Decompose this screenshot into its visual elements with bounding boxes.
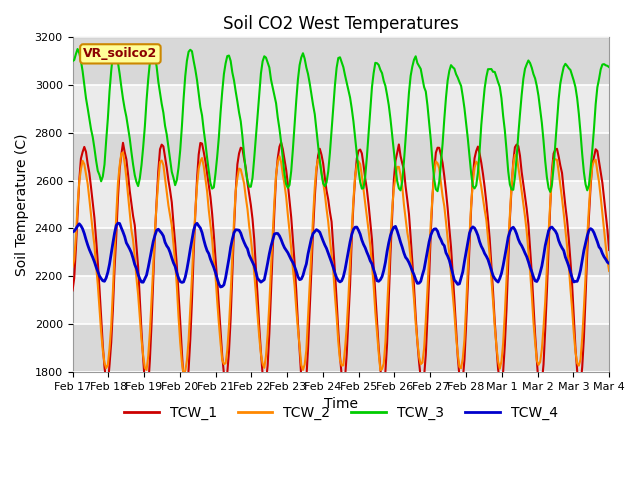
TCW_1 [605, 247, 613, 253]
Line: TCW_3: TCW_3 [72, 49, 609, 192]
Bar [72, 180, 609, 228]
Line: TCW_4: TCW_4 [72, 223, 609, 287]
TCW_4 [68, 229, 76, 235]
TCW_2 [180, 371, 188, 377]
Line: TCW_1: TCW_1 [72, 143, 609, 394]
TCW_3 [605, 64, 613, 70]
TCW_4 [543, 236, 551, 241]
Line: TCW_2: TCW_2 [72, 153, 609, 374]
TCW_3 [456, 79, 463, 85]
TCW_3 [547, 189, 554, 195]
TCW_4 [114, 220, 122, 226]
Bar [72, 276, 609, 324]
TCW_2 [543, 265, 551, 271]
TCW_2 [119, 150, 127, 156]
TCW_4 [217, 284, 225, 290]
TCW_4 [451, 277, 458, 283]
TCW_4 [457, 275, 465, 280]
TCW_3 [348, 106, 356, 111]
Y-axis label: Soil Temperature (C): Soil Temperature (C) [15, 133, 29, 276]
TCW_3 [511, 174, 519, 180]
Bar [72, 37, 609, 85]
TCW_2 [605, 268, 613, 274]
TCW_3 [74, 46, 81, 52]
TCW_1 [277, 140, 285, 145]
TCW_2 [513, 152, 520, 158]
TCW_2 [451, 310, 458, 316]
TCW_2 [68, 264, 76, 270]
Bar [72, 228, 609, 276]
TCW_1 [543, 289, 551, 295]
TCW_4 [605, 261, 613, 266]
TCW_3 [449, 64, 456, 70]
TCW_1 [146, 357, 154, 362]
TCW_1 [299, 391, 307, 396]
TCW_1 [68, 288, 76, 293]
TCW_4 [513, 231, 520, 237]
Title: Soil CO2 West Temperatures: Soil CO2 West Temperatures [223, 15, 459, 33]
X-axis label: Time: Time [324, 397, 358, 411]
TCW_4 [148, 247, 156, 252]
TCW_1 [513, 142, 520, 147]
Legend: TCW_1, TCW_2, TCW_3, TCW_4: TCW_1, TCW_2, TCW_3, TCW_4 [118, 400, 563, 425]
TCW_3 [148, 51, 156, 57]
TCW_2 [349, 196, 357, 202]
Bar [72, 133, 609, 180]
Bar [72, 85, 609, 133]
TCW_2 [148, 297, 156, 302]
TCW_3 [68, 58, 76, 64]
Bar [72, 324, 609, 372]
TCW_3 [541, 158, 549, 164]
TCW_1 [457, 380, 465, 386]
Text: VR_soilco2: VR_soilco2 [83, 48, 157, 60]
TCW_1 [451, 297, 458, 302]
TCW_2 [457, 365, 465, 371]
TCW_1 [349, 201, 357, 206]
TCW_4 [349, 227, 357, 232]
